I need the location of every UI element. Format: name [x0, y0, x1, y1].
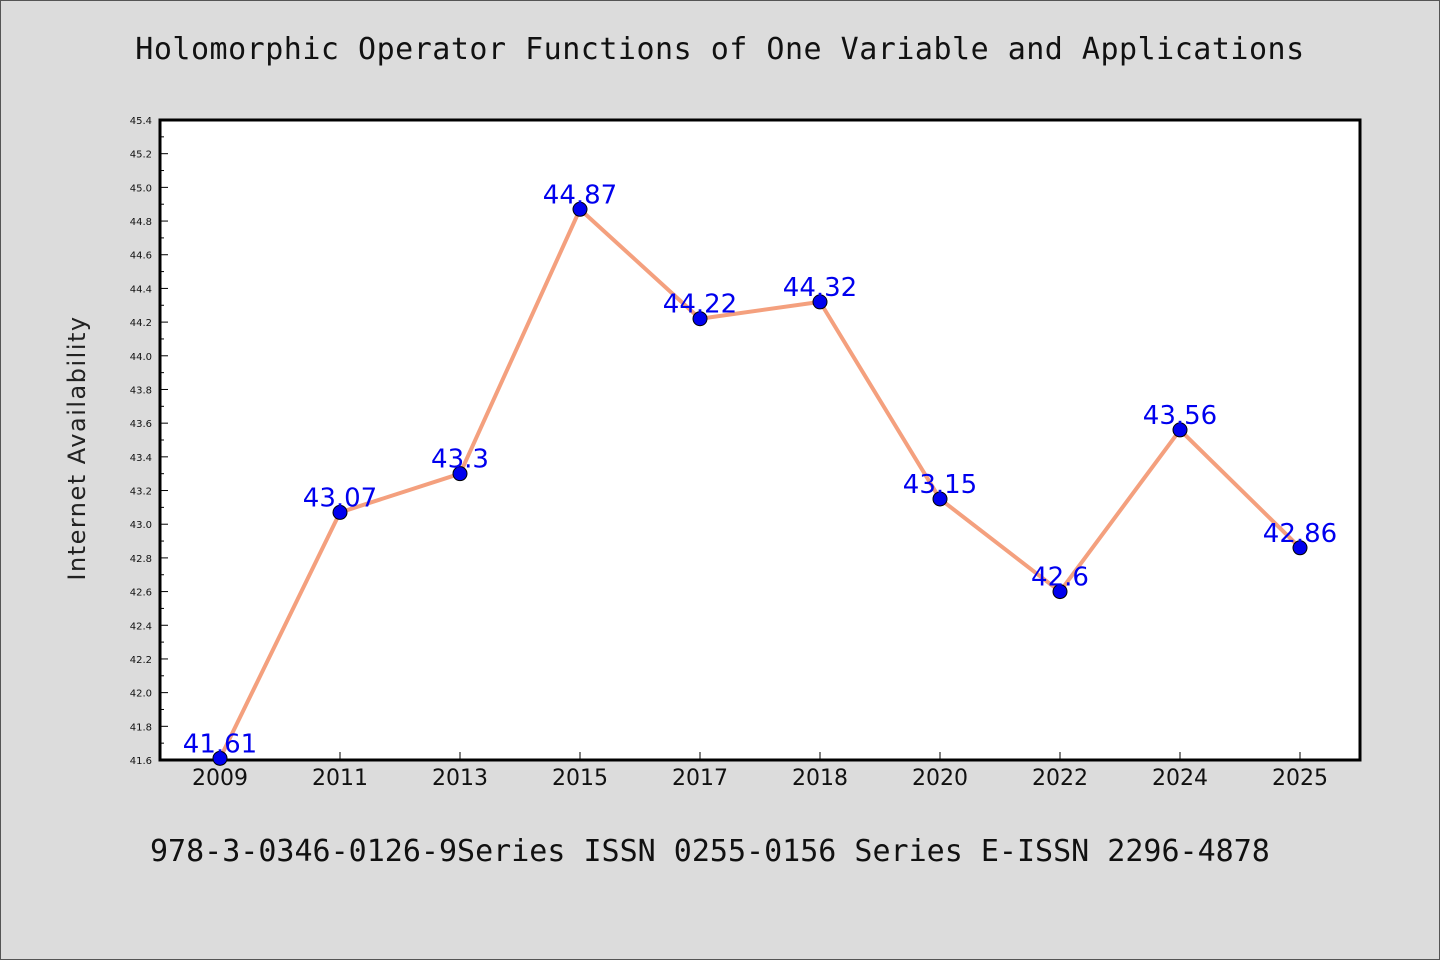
- y-tick-label: 44.4: [130, 284, 152, 295]
- y-tick-label: 42.2: [130, 655, 152, 666]
- data-point: [452, 466, 468, 482]
- data-point: [1292, 540, 1308, 556]
- x-tick-label: 2017: [672, 766, 728, 791]
- data-label: 42.86: [1263, 519, 1337, 549]
- data-point: [692, 311, 708, 327]
- y-tick-label: 42.6: [130, 588, 152, 599]
- y-tick-label: 45.2: [130, 150, 152, 161]
- y-tick-label: 43.4: [130, 453, 152, 464]
- y-tick-label: 44.8: [130, 217, 152, 228]
- x-tick-label: 2024: [1152, 766, 1208, 791]
- data-label: 43.56: [1143, 401, 1217, 431]
- x-tick-label: 2022: [1032, 766, 1088, 791]
- chart-title: Holomorphic Operator Functions of One Va…: [135, 32, 1305, 67]
- y-tick-label: 43.8: [130, 385, 152, 396]
- data-label: 42.6: [1031, 563, 1089, 593]
- y-tick-label: 44.6: [130, 251, 152, 262]
- data-point: [1172, 422, 1188, 438]
- y-tick-label: 44.0: [130, 352, 152, 363]
- y-tick-label: 44.2: [130, 318, 152, 329]
- x-tick-label: 2015: [552, 766, 608, 791]
- y-tick-label: 42.8: [130, 554, 152, 565]
- y-tick-label: 45.4: [130, 116, 152, 127]
- data-label: 44.22: [663, 290, 737, 320]
- y-tick-label: 45.0: [130, 183, 152, 194]
- data-label: 43.07: [303, 483, 377, 513]
- x-tick-label: 2025: [1272, 766, 1328, 791]
- data-point: [812, 294, 828, 310]
- x-tick-label: 2018: [792, 766, 848, 791]
- data-label: 41.61: [183, 729, 257, 759]
- data-label: 43.15: [903, 470, 977, 500]
- x-tick-label: 2011: [312, 766, 368, 791]
- y-tick-label: 42.4: [130, 621, 152, 632]
- data-label: 43.3: [431, 445, 489, 475]
- y-tick-label: 41.6: [130, 756, 152, 767]
- x-tick-label: 2009: [192, 766, 248, 791]
- data-point: [932, 491, 948, 507]
- y-tick-label: 43.6: [130, 419, 152, 430]
- x-tick-label: 2020: [912, 766, 968, 791]
- x-tick-label: 2013: [432, 766, 488, 791]
- y-tick-label: 43.2: [130, 487, 152, 498]
- data-point: [572, 201, 588, 217]
- footer-isbn-text: 978-3-0346-0126-9Series ISSN 0255-0156 S…: [150, 834, 1270, 869]
- data-point: [332, 504, 348, 520]
- data-point: [212, 750, 228, 766]
- data-point: [1052, 584, 1068, 600]
- y-tick-label: 43.0: [130, 520, 152, 531]
- series-line: [218, 207, 1302, 760]
- y-tick-label: 42.0: [130, 689, 152, 700]
- data-label: 44.32: [783, 273, 857, 303]
- data-label: 44.87: [543, 180, 617, 210]
- plot-area: [158, 118, 1362, 762]
- y-tick-label: 41.8: [130, 722, 152, 733]
